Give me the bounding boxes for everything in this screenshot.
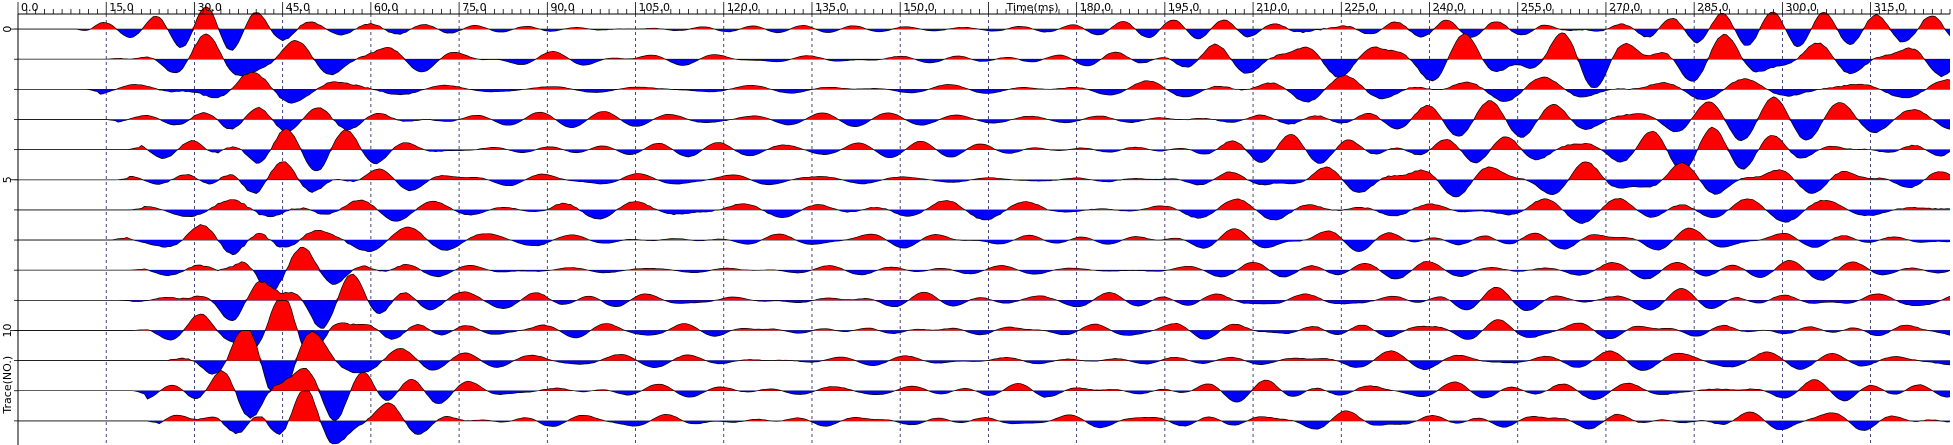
trace-negative-fill-4: [18, 149, 1950, 172]
trace-negative-fill-6: [18, 209, 1950, 224]
trace-positive-fill-6: [18, 198, 1950, 210]
trace-positive-fill-0: [18, 6, 1950, 30]
x-tick-label: 150.0: [903, 1, 935, 14]
x-tick-label: 300.0: [1785, 1, 1817, 14]
trace-wiggle-0: [18, 6, 1951, 51]
x-tick-label: 0.0: [21, 1, 39, 14]
x-tick-label: 135.0: [815, 1, 847, 14]
trace-negative-fill-8: [18, 270, 1950, 293]
trace-positive-fill-7: [18, 224, 1950, 241]
trace-wiggle-5: [18, 161, 1951, 198]
x-tick-label: 255.0: [1521, 1, 1553, 14]
trace-negative-fill-11: [18, 360, 1950, 391]
trace-wiggle-3: [18, 96, 1951, 142]
trace-positive-fill-10: [18, 300, 1950, 331]
trace-negative-fill-2: [18, 89, 1950, 104]
x-axis-title: Time(ms): [1006, 1, 1059, 14]
x-tick-label: 270.0: [1609, 1, 1641, 14]
x-tick-label: 195.0: [1168, 1, 1200, 14]
trace-positive-fill-11: [18, 330, 1950, 361]
trace-positive-fill-2: [18, 72, 1950, 90]
trace-wiggle-8: [18, 246, 1951, 293]
trace-negative-fill-5: [18, 179, 1950, 197]
trace-wiggle-2: [18, 71, 1951, 104]
x-tick-label: 90.0: [550, 1, 575, 14]
x-tick-label: 315.0: [1874, 1, 1906, 14]
trace-wiggle-4: [18, 126, 1951, 173]
y-tick-label: 5: [1, 176, 14, 183]
trace-negative-fill-10: [18, 330, 1950, 359]
trace-wiggle-11: [18, 330, 1951, 391]
x-tick-label: 75.0: [462, 1, 487, 14]
trace-wiggle-13: [18, 390, 1951, 445]
x-tick-label: 210.0: [1256, 1, 1288, 14]
x-tick-label: 180.0: [1080, 1, 1112, 14]
trace-negative-fill-1: [18, 59, 1950, 88]
x-tick-label: 120.0: [727, 1, 759, 14]
trace-wiggle-1: [18, 32, 1951, 89]
trace-positive-fill-1: [18, 32, 1950, 60]
x-tick-label: 60.0: [374, 1, 399, 14]
x-tick-label: 45.0: [286, 1, 311, 14]
trace-negative-fill-9: [18, 300, 1950, 329]
trace-positive-fill-4: [18, 127, 1950, 150]
y-tick-label: 10: [1, 323, 14, 337]
trace-positive-fill-13: [18, 390, 1950, 421]
trace-wiggle-12: [18, 367, 1951, 421]
trace-negative-fill-7: [18, 240, 1950, 255]
trace-wiggle-9: [18, 273, 1951, 329]
trace-positive-fill-12: [18, 368, 1950, 391]
y-axis-title: Trace(NO.): [1, 356, 14, 415]
x-tick-label: 30.0: [197, 1, 222, 14]
trace-wiggle-6: [18, 198, 1951, 224]
x-tick-label: 240.0: [1433, 1, 1465, 14]
trace-positive-fill-3: [18, 96, 1950, 120]
trace-positive-fill-5: [18, 161, 1950, 180]
x-tick-label: 105.0: [639, 1, 671, 14]
y-tick-label: 0: [1, 26, 14, 33]
trace-negative-fill-3: [18, 119, 1950, 141]
trace-wiggles: [18, 6, 1951, 445]
trace-wiggle-7: [18, 224, 1951, 256]
x-tick-label: 285.0: [1697, 1, 1729, 14]
x-tick-label: 15.0: [109, 1, 134, 14]
x-tick-label: 225.0: [1344, 1, 1376, 14]
trace-wiggle-10: [18, 300, 1951, 359]
